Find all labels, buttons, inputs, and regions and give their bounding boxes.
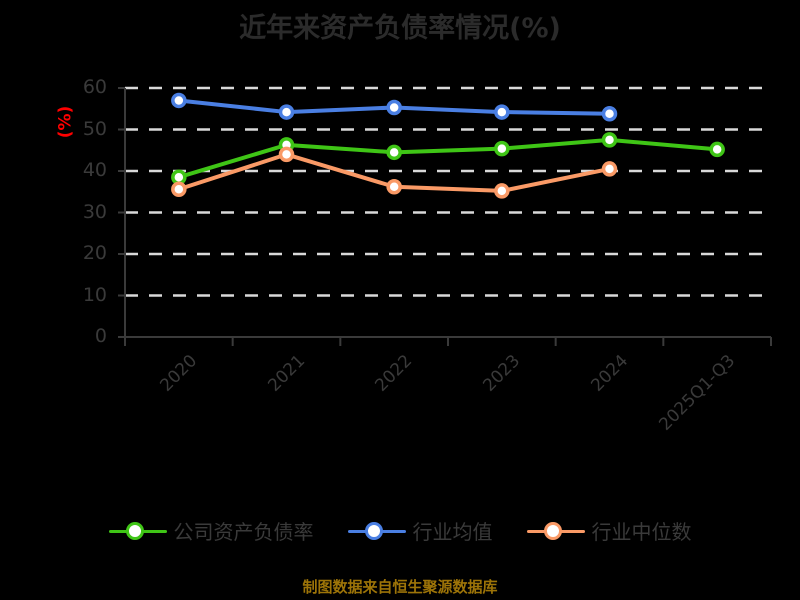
- x-tick-marks-group: [124, 337, 772, 346]
- legend-label: 行业均值: [412, 520, 493, 544]
- legend-item-2[interactable]: 行业中位数: [526, 516, 692, 545]
- data-point-marker: [494, 183, 510, 199]
- y-tick-label: 20: [82, 242, 107, 264]
- data-point-marker: [171, 169, 187, 185]
- data-point-marker: [171, 181, 187, 198]
- legend-label: 行业中位数: [591, 520, 692, 544]
- footer-source-note: 制图数据来自恒生聚源数据库: [302, 578, 498, 596]
- legend-dot-icon: [125, 521, 144, 540]
- legend-dot-icon: [543, 521, 562, 540]
- data-point-marker: [386, 99, 402, 116]
- data-point-marker: [278, 146, 295, 163]
- y-tick-marks-group: [118, 87, 125, 338]
- data-point-marker: [601, 161, 618, 177]
- legend-marker-icon: [108, 518, 167, 544]
- legend-marker-icon: [347, 518, 406, 544]
- legend-marker-icon: [526, 518, 585, 544]
- legend-label: 公司资产负债率: [173, 520, 314, 544]
- data-point-marker: [494, 104, 510, 120]
- y-tick-label: 10: [82, 283, 107, 306]
- y-tick-label: 40: [82, 159, 107, 181]
- y-tick-label: 50: [82, 117, 107, 140]
- data-point-marker: [171, 92, 187, 109]
- data-point-marker: [278, 104, 295, 120]
- series-line-0: [176, 137, 720, 180]
- y-tick-label: 60: [82, 76, 107, 98]
- data-point-marker: [494, 140, 510, 157]
- gridlines-group: [125, 86, 771, 297]
- y-tick-label: 30: [82, 200, 107, 223]
- chart-legend: 公司资产负债率 行业均值 行业中位数: [0, 516, 800, 545]
- data-point-marker: [601, 105, 618, 122]
- data-point-marker: [601, 132, 618, 148]
- data-point-marker: [386, 144, 402, 161]
- chart-title: 近年来资产负债率情况(%): [239, 13, 561, 44]
- y-tick-label: 0: [94, 325, 107, 347]
- legend-dot-icon: [364, 521, 383, 540]
- legend-item-0[interactable]: 公司资产负债率: [108, 516, 314, 545]
- data-point-marker: [386, 179, 402, 195]
- legend-item-1[interactable]: 行业均值: [347, 516, 493, 545]
- data-series-group: [171, 92, 725, 199]
- data-point-marker: [709, 141, 725, 158]
